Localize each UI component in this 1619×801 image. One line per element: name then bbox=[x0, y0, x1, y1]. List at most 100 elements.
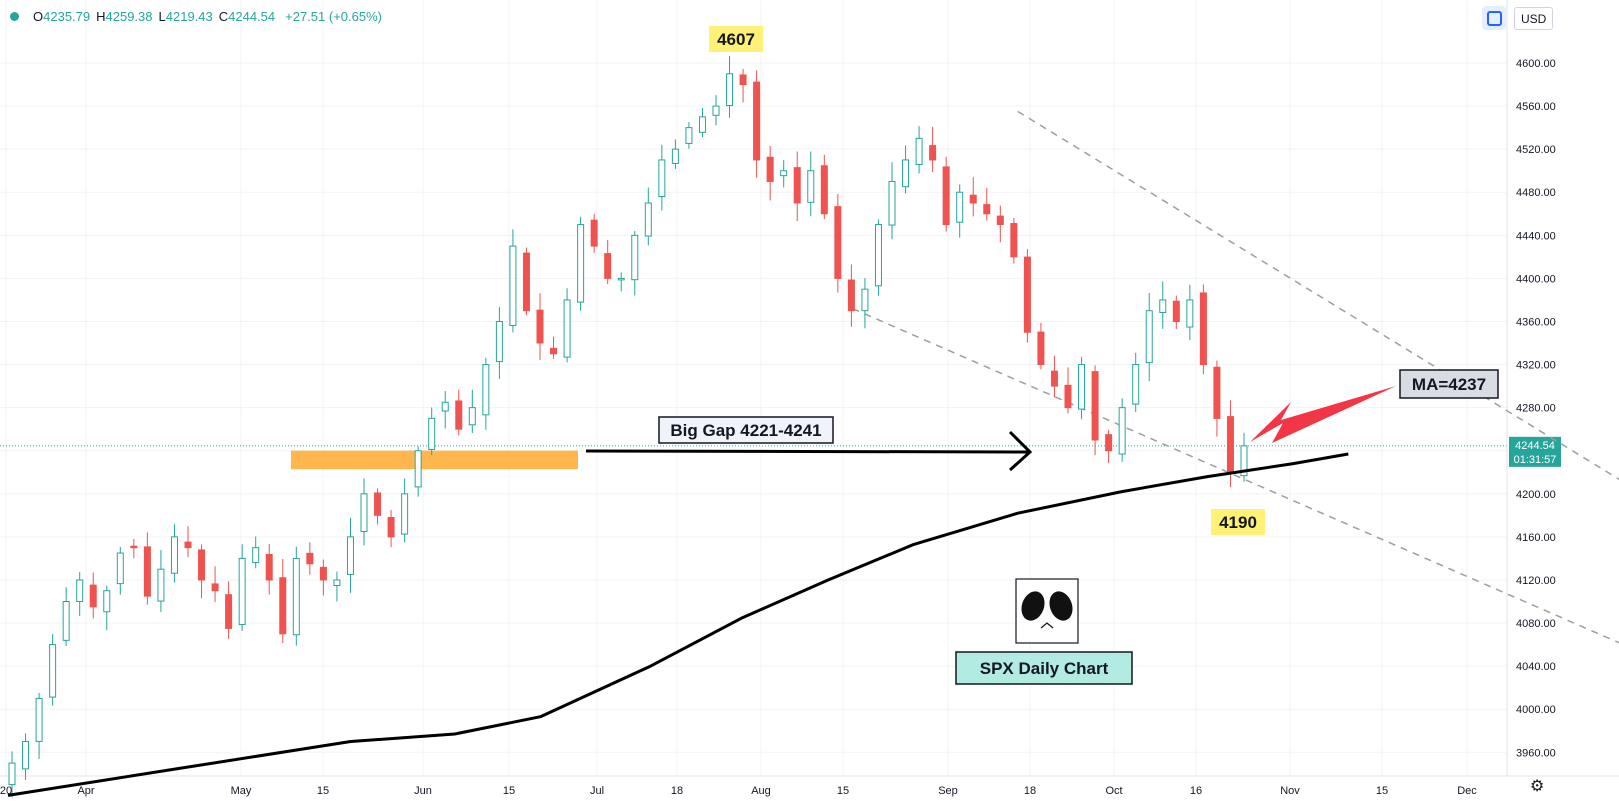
candle[interactable] bbox=[184, 526, 192, 558]
candle[interactable] bbox=[1023, 249, 1031, 343]
price-axis[interactable]: 4600.00 4560.00 4520.00 4480.00 4440.00 4400.… bbox=[1506, 0, 1561, 776]
candle[interactable] bbox=[807, 151, 815, 217]
candle[interactable] bbox=[374, 488, 382, 525]
current-price-tag[interactable]: 4244.54 01:31:57 bbox=[1509, 436, 1561, 467]
candle[interactable] bbox=[996, 205, 1004, 243]
candle[interactable] bbox=[143, 532, 151, 605]
candle[interactable] bbox=[753, 70, 761, 178]
candle[interactable] bbox=[211, 566, 219, 603]
candle[interactable] bbox=[238, 544, 246, 631]
candle[interactable] bbox=[252, 536, 260, 569]
candle[interactable] bbox=[76, 572, 84, 616]
candle[interactable] bbox=[1037, 322, 1045, 370]
candle[interactable] bbox=[969, 177, 977, 217]
candle[interactable] bbox=[1240, 432, 1248, 482]
candle[interactable] bbox=[590, 213, 598, 253]
candle[interactable] bbox=[346, 517, 354, 593]
candle[interactable] bbox=[739, 68, 747, 103]
candle[interactable] bbox=[577, 216, 585, 311]
candle[interactable] bbox=[279, 559, 287, 644]
candle[interactable] bbox=[130, 539, 138, 559]
candle[interactable] bbox=[644, 187, 652, 246]
candle[interactable] bbox=[698, 107, 706, 138]
candle[interactable] bbox=[35, 692, 43, 759]
candle[interactable] bbox=[915, 126, 923, 174]
candle[interactable] bbox=[874, 219, 882, 296]
candle[interactable] bbox=[428, 407, 436, 456]
candle[interactable] bbox=[225, 581, 233, 639]
candle[interactable] bbox=[414, 446, 422, 497]
candle[interactable] bbox=[401, 478, 409, 543]
candle[interactable] bbox=[1199, 284, 1207, 375]
candle[interactable] bbox=[861, 278, 869, 329]
candle[interactable] bbox=[1145, 293, 1153, 382]
candle[interactable] bbox=[1172, 295, 1180, 329]
candle[interactable] bbox=[793, 151, 801, 222]
candle[interactable] bbox=[360, 478, 368, 546]
candle[interactable] bbox=[482, 357, 490, 430]
candle[interactable] bbox=[1091, 365, 1099, 456]
candle[interactable] bbox=[495, 307, 503, 379]
candle[interactable] bbox=[847, 264, 855, 327]
candle[interactable] bbox=[22, 733, 30, 780]
candle[interactable] bbox=[766, 146, 774, 201]
candle[interactable] bbox=[712, 95, 720, 126]
candle[interactable] bbox=[89, 572, 97, 619]
candle[interactable] bbox=[1213, 360, 1221, 437]
candle[interactable] bbox=[8, 751, 16, 798]
candle[interactable] bbox=[319, 559, 327, 596]
candle[interactable] bbox=[292, 546, 300, 646]
candle[interactable] bbox=[116, 546, 124, 595]
candle[interactable] bbox=[1118, 398, 1126, 462]
candle[interactable] bbox=[1186, 284, 1194, 341]
candle[interactable] bbox=[170, 524, 178, 583]
candle[interactable] bbox=[1050, 355, 1058, 398]
candle[interactable] bbox=[983, 187, 991, 221]
candle[interactable] bbox=[265, 543, 273, 595]
candle[interactable] bbox=[617, 272, 625, 292]
candle[interactable] bbox=[1132, 352, 1140, 412]
gear-icon[interactable]: ⚙ bbox=[1530, 778, 1545, 795]
candle[interactable] bbox=[956, 184, 964, 238]
candle[interactable] bbox=[834, 193, 842, 293]
candle[interactable] bbox=[1010, 217, 1018, 264]
candle[interactable] bbox=[1078, 356, 1086, 420]
candle[interactable] bbox=[1105, 429, 1113, 464]
candle[interactable] bbox=[726, 55, 734, 118]
candle[interactable] bbox=[820, 154, 828, 220]
candle[interactable] bbox=[387, 509, 395, 548]
price-tick-label: 4480.00 bbox=[1516, 187, 1556, 199]
candle[interactable] bbox=[441, 391, 449, 429]
candle[interactable] bbox=[536, 293, 544, 361]
candle[interactable] bbox=[455, 389, 463, 436]
candle[interactable] bbox=[1159, 281, 1167, 329]
candle[interactable] bbox=[888, 162, 896, 240]
candle[interactable] bbox=[942, 156, 950, 232]
candle[interactable] bbox=[604, 239, 612, 285]
candle[interactable] bbox=[522, 247, 530, 316]
candlestick-series[interactable] bbox=[8, 55, 1248, 798]
candle[interactable] bbox=[563, 288, 571, 363]
candle[interactable] bbox=[671, 139, 679, 169]
candle[interactable] bbox=[62, 587, 70, 646]
candle[interactable] bbox=[685, 122, 693, 149]
candle[interactable] bbox=[780, 160, 788, 188]
candle[interactable] bbox=[929, 126, 937, 172]
candle[interactable] bbox=[631, 230, 639, 296]
candle[interactable] bbox=[550, 336, 558, 359]
time-axis[interactable]: 20 Apr May 15 Jun 15 Jul 18 Aug 15 Sep 18 Oct 16 Nov 15… bbox=[0, 775, 1619, 797]
candle[interactable] bbox=[658, 144, 666, 211]
candle[interactable] bbox=[306, 542, 314, 575]
currency-selector[interactable]: USD bbox=[1514, 6, 1554, 30]
candle[interactable] bbox=[49, 634, 57, 706]
candle[interactable] bbox=[157, 550, 165, 613]
candle[interactable] bbox=[333, 571, 341, 602]
candle[interactable] bbox=[509, 229, 517, 333]
candle[interactable] bbox=[1064, 367, 1072, 414]
candle[interactable] bbox=[902, 145, 910, 194]
candle[interactable] bbox=[198, 544, 206, 599]
candle[interactable] bbox=[103, 585, 111, 631]
auto-scale-icon[interactable] bbox=[1482, 6, 1506, 30]
candle[interactable] bbox=[468, 389, 476, 434]
